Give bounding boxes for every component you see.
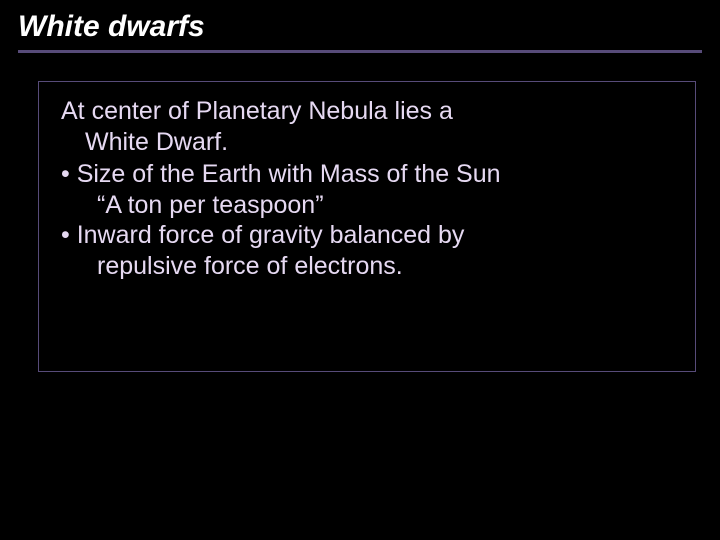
slide: White dwarfs At center of Planetary Nebu…: [0, 0, 720, 540]
bullet-line: • Inward force of gravity balanced by: [61, 221, 464, 249]
bullet-sub: “A ton per teaspoon”: [79, 190, 677, 221]
lead-line-1: At center of Planetary Nebula lies a: [61, 97, 453, 125]
bullet-line: • Size of the Earth with Mass of the Sun: [61, 160, 501, 188]
slide-title: White dwarfs: [18, 10, 702, 48]
bullet-item: • Size of the Earth with Mass of the Sun…: [75, 159, 677, 220]
content-box: At center of Planetary Nebula lies a Whi…: [38, 81, 696, 372]
title-underline: [18, 50, 702, 53]
bullet-sub: repulsive force of electrons.: [79, 251, 677, 282]
lead-text: At center of Planetary Nebula lies a Whi…: [57, 96, 677, 159]
bullet-item: • Inward force of gravity balanced by re…: [75, 220, 677, 281]
lead-line-2: White Dwarf.: [61, 127, 677, 158]
